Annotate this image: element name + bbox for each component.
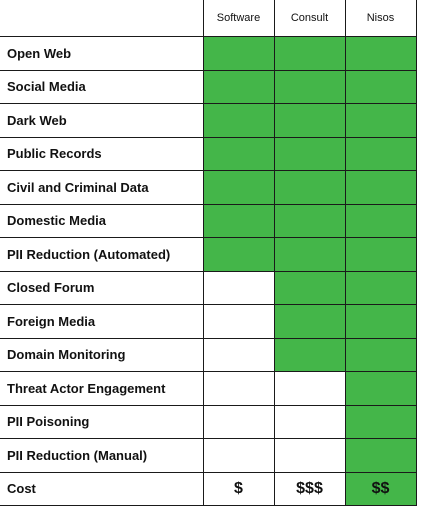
row-label: PII Reduction (Manual): [0, 438, 204, 473]
capability-cell: [273, 170, 346, 205]
capability-cell: [202, 136, 275, 171]
table-body: Open Web Social Media Dark Web Public Re…: [0, 36, 417, 506]
capability-cell: [273, 270, 346, 305]
capability-cell: [344, 69, 417, 104]
table-row: Threat Actor Engagement: [0, 371, 417, 406]
capability-cell: [273, 237, 346, 272]
capability-cell: [202, 438, 275, 473]
capability-cell: [344, 103, 417, 138]
capability-cell: [202, 237, 275, 272]
row-label: Threat Actor Engagement: [0, 371, 204, 406]
row-label: Closed Forum: [0, 270, 204, 305]
row-label: Public Records: [0, 136, 204, 171]
capability-cell: [273, 371, 346, 406]
capability-cell: [202, 304, 275, 339]
capability-cell: [344, 136, 417, 171]
capability-cell: [344, 170, 417, 205]
capability-cell: [273, 304, 346, 339]
cost-value-consult: $$$: [273, 471, 346, 506]
capability-cell: [202, 203, 275, 238]
capability-cell: [202, 170, 275, 205]
row-label: PII Poisoning: [0, 404, 204, 439]
cost-row: Cost $ $$$ $$: [0, 471, 417, 506]
capability-cell: [202, 36, 275, 71]
capability-cell: [273, 404, 346, 439]
header-row: Software Consult Nisos: [0, 0, 417, 37]
table-row: Social Media: [0, 69, 417, 104]
row-label: Open Web: [0, 36, 204, 71]
cost-label: Cost: [0, 471, 204, 506]
row-label: Social Media: [0, 69, 204, 104]
capability-cell: [273, 69, 346, 104]
capability-cell: [344, 438, 417, 473]
capability-cell: [273, 36, 346, 71]
column-header-consult: Consult: [273, 0, 346, 37]
comparison-table: Software Consult Nisos Open Web Social M…: [0, 0, 417, 506]
capability-cell: [344, 337, 417, 372]
table-row: Domain Monitoring: [0, 337, 417, 372]
capability-cell: [202, 337, 275, 372]
row-label: Civil and Criminal Data: [0, 170, 204, 205]
cost-value-nisos: $$: [344, 471, 417, 506]
row-label: Foreign Media: [0, 304, 204, 339]
capability-cell: [202, 404, 275, 439]
row-label: Dark Web: [0, 103, 204, 138]
capability-cell: [202, 69, 275, 104]
header-corner: [0, 0, 204, 37]
table-row: PII Reduction (Manual): [0, 438, 417, 473]
capability-cell: [344, 36, 417, 71]
table-row: Public Records: [0, 136, 417, 171]
capability-cell: [344, 304, 417, 339]
capability-cell: [202, 371, 275, 406]
row-label: Domestic Media: [0, 203, 204, 238]
table-row: PII Poisoning: [0, 404, 417, 439]
capability-cell: [202, 270, 275, 305]
row-label: PII Reduction (Automated): [0, 237, 204, 272]
capability-cell: [273, 103, 346, 138]
table-row: Dark Web: [0, 103, 417, 138]
row-label: Domain Monitoring: [0, 337, 204, 372]
column-header-software: Software: [202, 0, 275, 37]
column-header-nisos: Nisos: [344, 0, 417, 37]
capability-cell: [273, 438, 346, 473]
capability-cell: [273, 136, 346, 171]
table-row: PII Reduction (Automated): [0, 237, 417, 272]
cost-value-software: $: [202, 471, 275, 506]
table-row: Foreign Media: [0, 304, 417, 339]
table-row: Closed Forum: [0, 270, 417, 305]
capability-cell: [273, 203, 346, 238]
capability-cell: [344, 203, 417, 238]
capability-cell: [344, 270, 417, 305]
capability-cell: [273, 337, 346, 372]
capability-cell: [202, 103, 275, 138]
capability-cell: [344, 237, 417, 272]
capability-cell: [344, 404, 417, 439]
capability-cell: [344, 371, 417, 406]
table-row: Open Web: [0, 36, 417, 71]
table-row: Civil and Criminal Data: [0, 170, 417, 205]
table-row: Domestic Media: [0, 203, 417, 238]
